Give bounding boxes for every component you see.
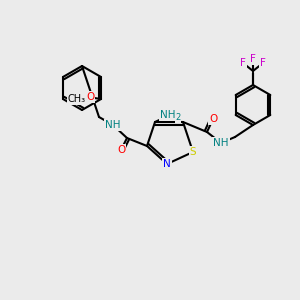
Text: F: F: [240, 58, 246, 68]
Text: NH: NH: [213, 138, 229, 148]
Text: NH: NH: [105, 120, 121, 130]
Text: 2: 2: [176, 113, 181, 122]
Text: NH: NH: [160, 110, 176, 120]
Text: F: F: [260, 58, 266, 68]
Text: F: F: [250, 54, 256, 64]
Text: O: O: [86, 92, 94, 102]
Text: CH₃: CH₃: [68, 94, 86, 104]
Text: S: S: [190, 147, 196, 157]
Text: N: N: [163, 159, 171, 169]
Text: O: O: [117, 145, 125, 155]
Text: O: O: [209, 114, 217, 124]
